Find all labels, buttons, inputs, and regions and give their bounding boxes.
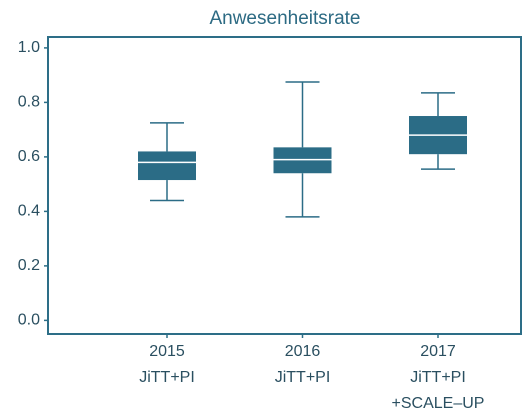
x-tick-label: 2017 xyxy=(420,343,456,360)
y-tick-label: 0.2 xyxy=(18,257,40,274)
x-tick-label: 2015 xyxy=(149,343,185,360)
x-tick-label: JiTT+PI xyxy=(410,369,466,386)
y-tick-label: 0.4 xyxy=(18,203,40,220)
y-tick-label: 0.6 xyxy=(18,148,40,165)
plot-frame xyxy=(47,36,522,335)
chart-title: Anwesenheitsrate xyxy=(209,8,360,29)
x-tick-label: JiTT+PI xyxy=(139,369,195,386)
y-tick-label: 0.0 xyxy=(18,312,40,329)
y-tick-label: 0.8 xyxy=(18,94,40,111)
x-tick-label: JiTT+PI xyxy=(275,369,331,386)
x-tick-label: 2016 xyxy=(285,343,321,360)
y-tick-label: 1.0 xyxy=(18,39,40,56)
box xyxy=(138,151,196,181)
x-tick-label: +SCALE–UP xyxy=(392,395,485,412)
